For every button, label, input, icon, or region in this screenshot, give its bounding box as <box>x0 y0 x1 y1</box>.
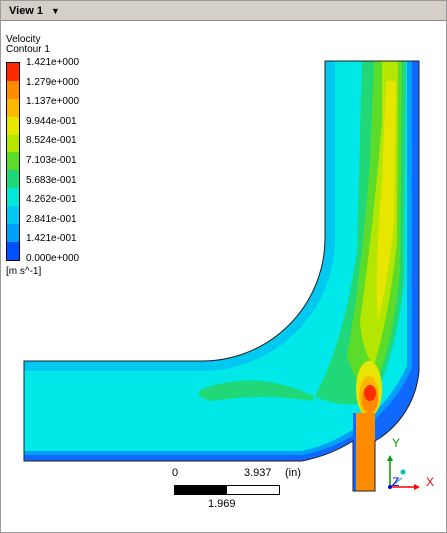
axis-y-label: Y <box>392 436 401 450</box>
scale-mid-label: 1.969 <box>208 498 236 510</box>
scale-unit: (in) <box>285 467 301 479</box>
legend-swatch <box>7 63 19 81</box>
legend-label: 9.944e-001 <box>26 115 77 127</box>
legend-swatch <box>7 134 19 153</box>
legend-swatch <box>7 98 19 117</box>
legend-label: 0.000e+000 <box>26 253 80 264</box>
3d-viewport[interactable]: Velocity Contour 1 1.421e+000 1.279e+000 1… <box>2 21 445 531</box>
legend-label: 2.841e-001 <box>26 213 77 225</box>
legend-label: 1.421e-001 <box>26 233 77 245</box>
scale-right-label: 3.937 <box>244 467 272 479</box>
legend-label: 5.683e-001 <box>26 174 77 186</box>
legend-swatch <box>7 152 19 171</box>
axis-x-label: X <box>426 475 435 489</box>
chevron-down-icon[interactable]: ▼ <box>51 5 60 16</box>
legend-unit: [m s^-1] <box>6 266 42 277</box>
legend-contour-name: Contour 1 <box>6 44 50 55</box>
legend-label: 1.421e+000 <box>26 57 80 68</box>
legend-label: 8.524e-001 <box>26 135 77 147</box>
view-tab-bar: View 1 ▼ <box>1 1 446 21</box>
legend-swatch <box>7 241 19 260</box>
scale-bar <box>174 485 280 495</box>
legend-title: Velocity Contour 1 <box>6 35 50 55</box>
contour-plot <box>23 60 420 492</box>
view-tab-label: View 1 <box>9 4 44 17</box>
legend-swatch <box>7 188 19 207</box>
axis-z-label: Z <box>392 475 400 489</box>
scale-left-label: 0 <box>172 467 179 479</box>
legend-swatch <box>7 224 19 242</box>
legend-swatch <box>7 116 19 135</box>
legend-variable: Velocity <box>6 34 41 45</box>
view-tab[interactable]: View 1 ▼ <box>3 2 66 19</box>
pipe-contour <box>24 61 419 491</box>
legend-label: 1.137e+000 <box>26 96 80 108</box>
legend-label: 4.262e-001 <box>26 194 77 206</box>
legend-swatch <box>7 170 19 189</box>
legend-label: 1.279e+000 <box>26 76 80 88</box>
legend-label: 7.103e-001 <box>26 155 77 166</box>
legend-color-bar <box>6 62 20 261</box>
axis-triad <box>387 455 420 490</box>
legend-swatch <box>7 206 19 225</box>
length-scale: 0 3.937 (in) 1.969 <box>172 467 301 513</box>
legend-swatch <box>7 80 19 99</box>
